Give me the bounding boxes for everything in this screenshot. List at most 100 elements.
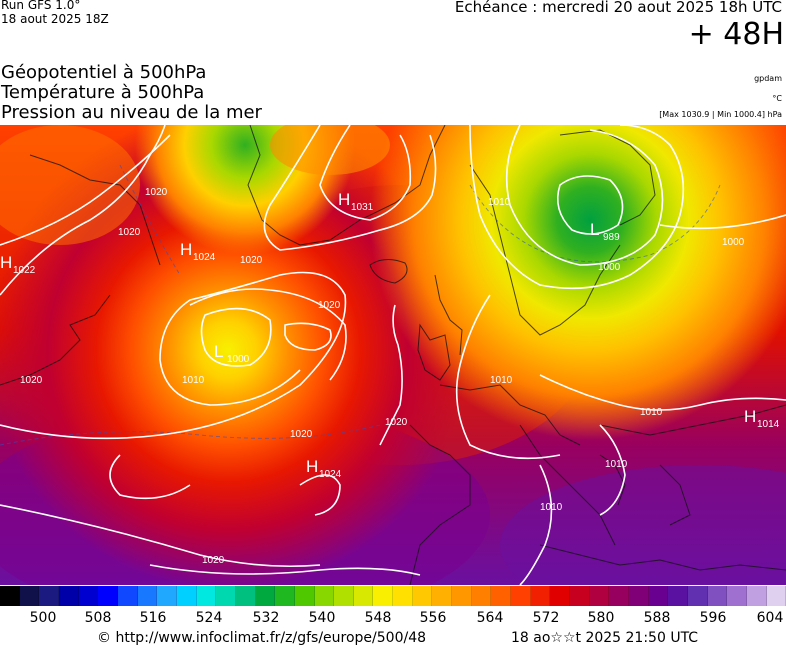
legend-swatch [746, 586, 767, 606]
high-pressure-center: H 1031 [338, 190, 374, 213]
legend-swatch [629, 586, 649, 606]
legend-swatch [589, 586, 610, 606]
legend-tick-label: 596 [699, 610, 727, 626]
legend-swatch [609, 586, 629, 606]
center-value: 1022 [13, 265, 36, 276]
isobar-label: 1020 [118, 227, 141, 238]
center-letter: L [590, 220, 599, 239]
coastlines [0, 125, 786, 585]
legend-swatch [294, 586, 315, 606]
legend-swatch [530, 586, 551, 606]
legend-swatch [235, 586, 256, 606]
center-letter: H [744, 407, 756, 426]
legend-swatch [353, 586, 374, 606]
isobar-label: 1020 [318, 300, 341, 311]
color-legend [0, 586, 786, 606]
legend-swatch [275, 586, 295, 606]
title-geopotential: Géopotentiel à 500hPa [1, 62, 207, 83]
isobar-label: 1010 [490, 375, 513, 386]
legend-swatch [766, 586, 786, 606]
high-pressure-center: H 1014 [744, 407, 780, 430]
legend-tick-label: 588 [643, 610, 671, 626]
legend-tick-label: 548 [364, 610, 392, 626]
center-value: 1024 [319, 469, 342, 480]
title-pressure: Pression au niveau de la mer [1, 102, 262, 123]
legend-tick-label: 572 [532, 610, 560, 626]
isobar-label: 1010 [182, 375, 205, 386]
legend-swatch [687, 586, 708, 606]
isobar-label: 1010 [540, 502, 563, 513]
isobar-labels: 1020 1020 1020 1010 1020 1020 1020 1020 1010 1010… [20, 187, 745, 566]
isobar-label: 1020 [145, 187, 168, 198]
legend-tick-label: 604 [756, 610, 784, 626]
legend-ticks: 500 508 516 524 532 540 548 556 564 572 580 588 596 6… [0, 610, 786, 628]
legend-swatch [0, 586, 20, 606]
legend-tick-label: 508 [84, 610, 112, 626]
legend-swatch [334, 586, 354, 606]
legend-swatch [570, 586, 590, 606]
temperature-contours [0, 164, 721, 446]
center-value: 1024 [193, 252, 216, 263]
center-letter: L [214, 342, 223, 361]
legend-swatch [373, 586, 394, 606]
center-letter: H [306, 457, 318, 476]
legend-swatch [98, 586, 118, 606]
legend-tick-label: 564 [476, 610, 504, 626]
legend-swatch [216, 586, 236, 606]
isobar-label: 1020 [385, 417, 408, 428]
center-letter: H [0, 253, 12, 272]
legend-swatch [550, 586, 571, 606]
legend-tick-label: 524 [195, 610, 223, 626]
legend-swatch [491, 586, 512, 606]
legend-swatch [452, 586, 472, 606]
legend-tick-label: 516 [139, 610, 167, 626]
legend-swatch [78, 586, 99, 606]
isobar-label: 1000 [598, 262, 621, 273]
legend-tick-label: 556 [419, 610, 447, 626]
center-value: 989 [603, 232, 620, 243]
footer-timestamp: 18 ao☆☆t 2025 21:50 UTC [511, 630, 699, 646]
echeance: Echéance : mercredi 20 aout 2025 18h UTC [454, 0, 782, 16]
legend-swatch [196, 586, 217, 606]
center-value: 1031 [351, 202, 374, 213]
legend-tick-label: 500 [29, 610, 57, 626]
legend-tick-label: 532 [252, 610, 280, 626]
high-pressure-center: H 1024 [180, 240, 216, 263]
isobars [0, 125, 786, 585]
isobar-label: 1020 [290, 429, 313, 440]
legend-swatch [58, 586, 79, 606]
unit-gpdam: gpdam [754, 74, 782, 83]
high-pressure-center: H 1024 [306, 457, 342, 480]
legend-swatch [471, 586, 492, 606]
run-date: 18 aout 2025 18Z [1, 12, 109, 26]
isobar-label: 1010 [640, 407, 663, 418]
legend-swatch [157, 586, 177, 606]
legend-swatch [314, 586, 335, 606]
center-value: 1014 [757, 419, 780, 430]
isobar-label: 1020 [20, 375, 43, 386]
center-letter: H [180, 240, 192, 259]
low-pressure-center: L 989 [590, 220, 620, 243]
legend-swatch [727, 586, 747, 606]
legend-swatch [707, 586, 728, 606]
footer-url[interactable]: © http://www.infoclimat.fr/z/gfs/europe/… [97, 630, 427, 646]
legend-swatch [393, 586, 413, 606]
unit-celsius: °C [772, 94, 782, 103]
run-label: Run GFS 1.0° [1, 0, 81, 12]
legend-swatch [648, 586, 669, 606]
isobar-label: 1020 [202, 555, 225, 566]
center-value: 1000 [227, 354, 250, 365]
title-temperature: Température à 500hPa [1, 82, 205, 103]
lead-time: + 48H [688, 17, 784, 52]
isobar-label: 1010 [488, 197, 511, 208]
isobar-label: 1010 [605, 459, 628, 470]
legend-swatch [117, 586, 138, 606]
legend-swatch [137, 586, 158, 606]
legend-swatch [668, 586, 688, 606]
weather-map[interactable]: 1020 1020 1020 1010 1020 1020 1020 1020 1010 1010… [0, 125, 786, 585]
center-letter: H [338, 190, 350, 209]
legend-swatch [176, 586, 197, 606]
pressure-range: [Max 1030.9 | Min 1000.4] hPa [659, 110, 782, 119]
legend-swatch [511, 586, 531, 606]
